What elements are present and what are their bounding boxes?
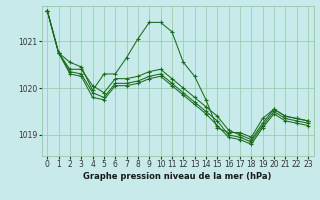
X-axis label: Graphe pression niveau de la mer (hPa): Graphe pression niveau de la mer (hPa) [84,172,272,181]
